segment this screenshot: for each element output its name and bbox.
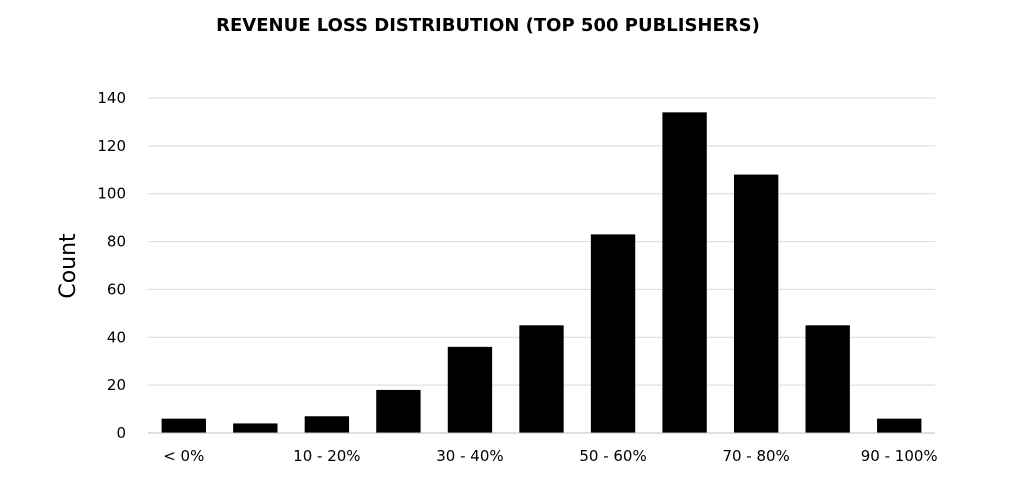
y-tick-label: 120: [97, 137, 126, 155]
x-tick-label: 10 - 20%: [293, 447, 360, 465]
bars: [161, 112, 922, 434]
y-tick-label: 100: [97, 185, 126, 203]
x-tick-label: 30 - 40%: [436, 447, 503, 465]
gridlines: [148, 97, 935, 386]
bar: [590, 234, 636, 433]
x-tick-labels: < 0% 10 - 20% 30 - 40% 50 - 60% 70 - 80% 90 -…: [163, 447, 937, 465]
bar: [519, 325, 564, 433]
bar: [376, 389, 421, 433]
bar: [733, 174, 779, 434]
y-tick-label: 20: [107, 376, 126, 394]
x-tick-label: 70 - 80%: [722, 447, 789, 465]
y-axis-label: Count: [56, 233, 81, 299]
x-tick-label: < 0%: [163, 447, 204, 465]
chart-title: REVENUE LOSS DISTRIBUTION (TOP 500 PUBLI…: [216, 15, 760, 36]
bar: [805, 325, 850, 433]
y-tick-label: 80: [107, 233, 126, 251]
y-tick-label: 140: [97, 89, 126, 107]
bar: [877, 418, 922, 433]
bar: [662, 112, 707, 433]
x-tick-label: 50 - 60%: [579, 447, 646, 465]
bar: [447, 346, 493, 433]
bar: [161, 418, 206, 433]
y-tick-label: 0: [116, 424, 126, 442]
y-tick-label: 60: [107, 280, 126, 298]
bar: [304, 416, 350, 433]
y-tick-label: 40: [107, 328, 126, 346]
x-tick-label: 90 - 100%: [861, 447, 938, 465]
bar: [233, 423, 278, 433]
y-tick-labels: 0 20 40 60 80 100 120 140: [97, 89, 126, 442]
